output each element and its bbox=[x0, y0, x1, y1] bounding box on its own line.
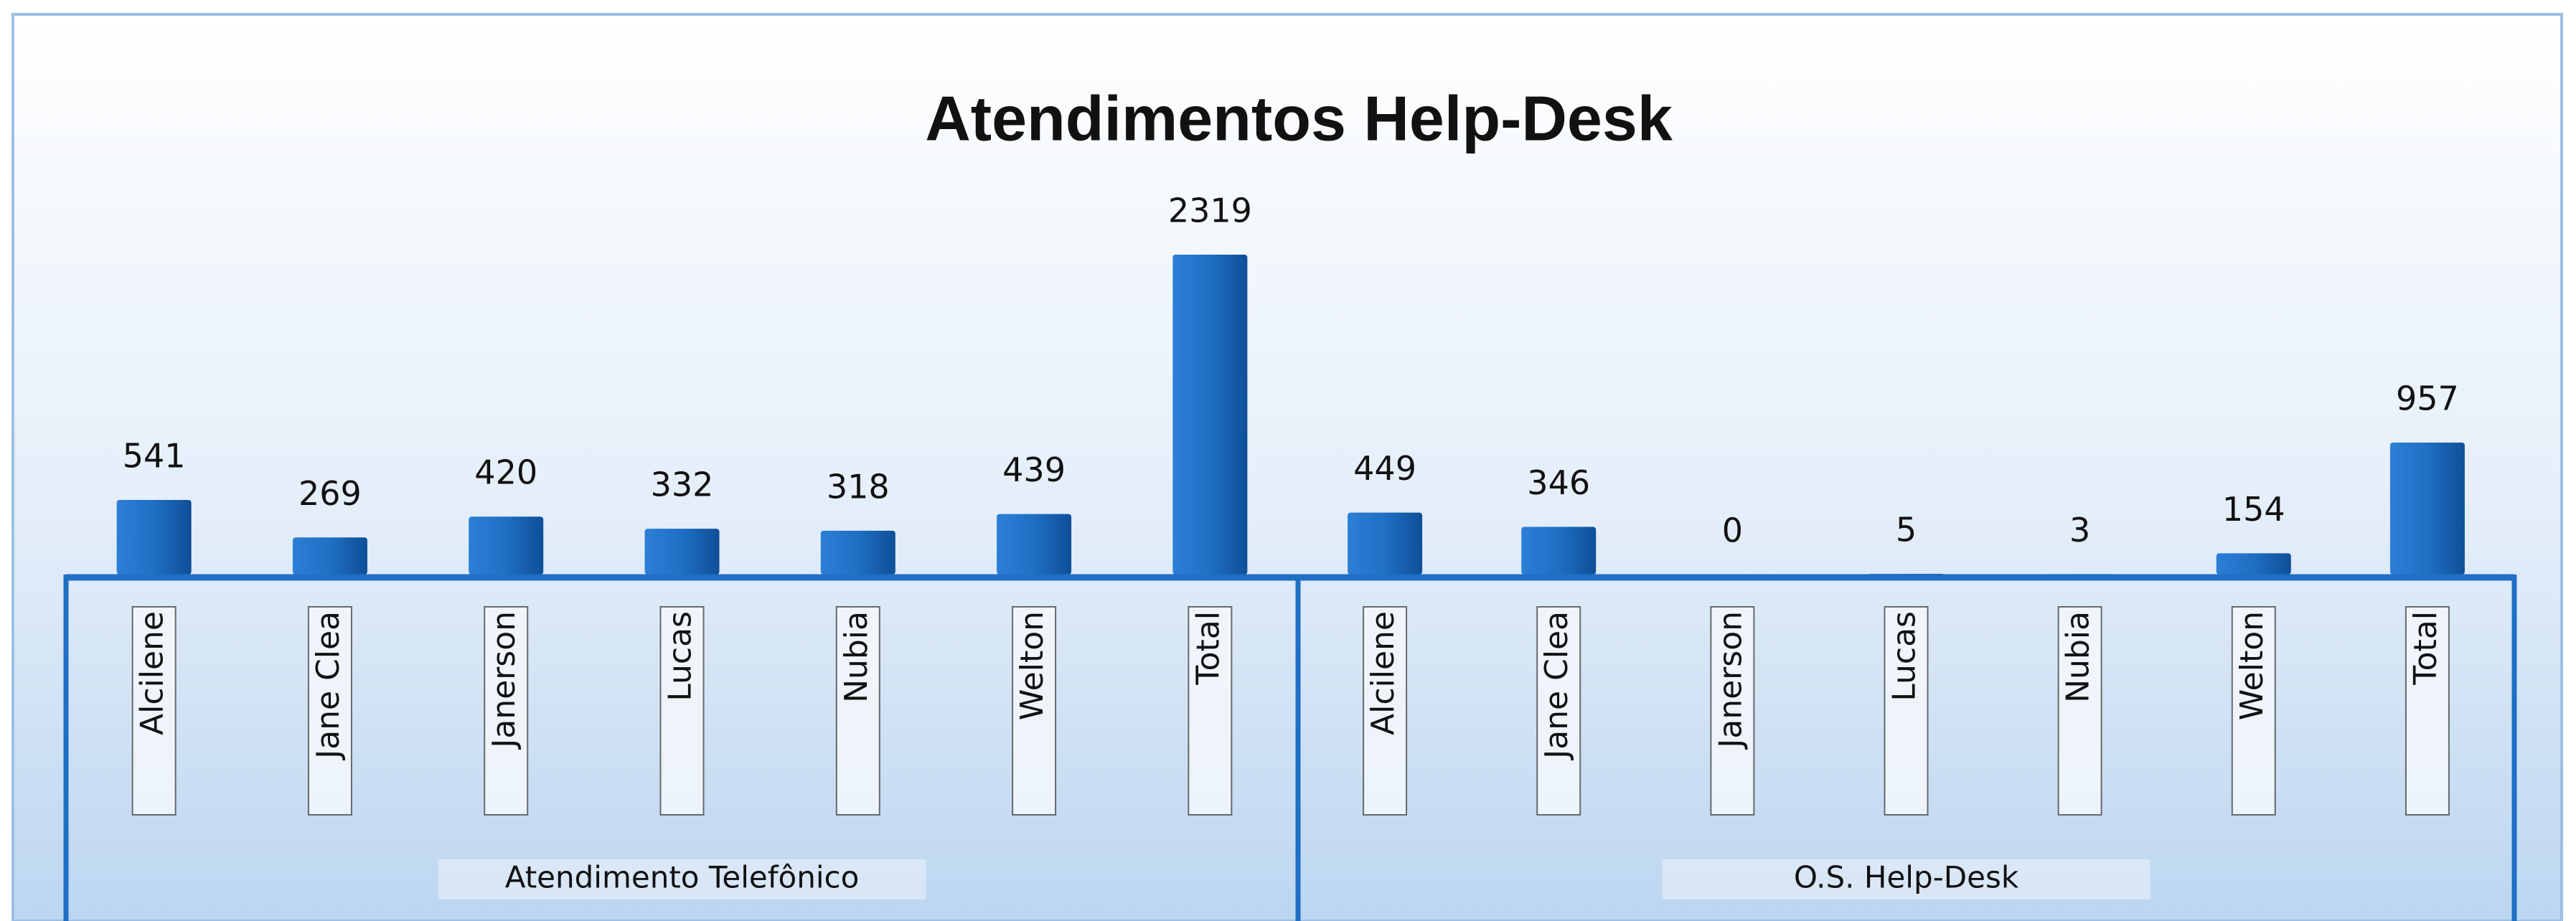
category-label-box bbox=[1536, 606, 1581, 816]
bar bbox=[820, 530, 896, 575]
category-label: Janerson bbox=[1712, 611, 1749, 750]
category-label: Jane Clea bbox=[1538, 611, 1575, 761]
category-label-box bbox=[2231, 606, 2276, 816]
category-label: Lucas bbox=[1886, 611, 1923, 702]
category-label: Jane Clea bbox=[310, 611, 347, 761]
category-label-box bbox=[307, 606, 352, 816]
category-label: Total bbox=[1190, 611, 1226, 686]
value-label: 154 bbox=[2222, 490, 2285, 529]
value-label: 541 bbox=[123, 436, 186, 475]
category-label: Janerson bbox=[486, 611, 522, 750]
category-label: Alcilene bbox=[1365, 611, 1401, 735]
category-label: Alcilene bbox=[134, 611, 171, 735]
bar bbox=[644, 529, 720, 575]
group-label-box bbox=[438, 859, 926, 899]
value-label: 449 bbox=[1353, 449, 1416, 488]
value-label: 3 bbox=[2069, 511, 2090, 549]
bar bbox=[997, 514, 1072, 575]
category-label-box bbox=[1188, 606, 1233, 816]
category-label-box bbox=[2057, 606, 2102, 816]
category-label-box bbox=[659, 606, 705, 816]
value-label: 0 bbox=[1722, 511, 1743, 550]
bar bbox=[116, 499, 192, 575]
category-label: Nubia bbox=[2060, 611, 2097, 703]
value-label: 957 bbox=[2396, 379, 2459, 417]
group-label: O.S. Help-Desk bbox=[1794, 860, 2019, 895]
value-label: 420 bbox=[474, 453, 537, 492]
value-label: 439 bbox=[1002, 450, 1066, 489]
value-label: 5 bbox=[1896, 511, 1917, 549]
group-label-box bbox=[1662, 859, 2150, 899]
category-label-box bbox=[835, 606, 880, 816]
bar bbox=[292, 537, 367, 575]
category-label-box bbox=[1710, 606, 1755, 816]
value-label: 269 bbox=[299, 474, 362, 513]
category-label-box bbox=[1884, 606, 1929, 816]
value-label: 318 bbox=[827, 467, 890, 506]
category-label-box bbox=[2405, 606, 2450, 816]
category-label: Nubia bbox=[838, 611, 875, 703]
bar bbox=[1348, 512, 1423, 575]
category-label: Lucas bbox=[662, 611, 699, 702]
bar bbox=[2216, 553, 2291, 575]
chart-title: Atendimentos Help-Desk bbox=[925, 82, 1673, 154]
bar bbox=[469, 516, 544, 575]
bar bbox=[2389, 442, 2465, 575]
bar bbox=[1172, 255, 1248, 575]
bar bbox=[1521, 526, 1597, 575]
category-label: Welton bbox=[1014, 611, 1050, 720]
category-label-box bbox=[1363, 606, 1408, 816]
category-label-box bbox=[1012, 606, 1057, 816]
plot-area bbox=[11, 13, 2563, 921]
value-label: 2319 bbox=[1168, 192, 1252, 230]
category-label: Total bbox=[2407, 611, 2444, 686]
category-label: Welton bbox=[2234, 611, 2270, 720]
category-label-box bbox=[131, 606, 177, 816]
category-label-box bbox=[484, 606, 529, 816]
group-label: Atendimento Telefônico bbox=[505, 860, 860, 895]
value-label: 332 bbox=[651, 466, 714, 504]
value-label: 346 bbox=[1527, 463, 1590, 502]
